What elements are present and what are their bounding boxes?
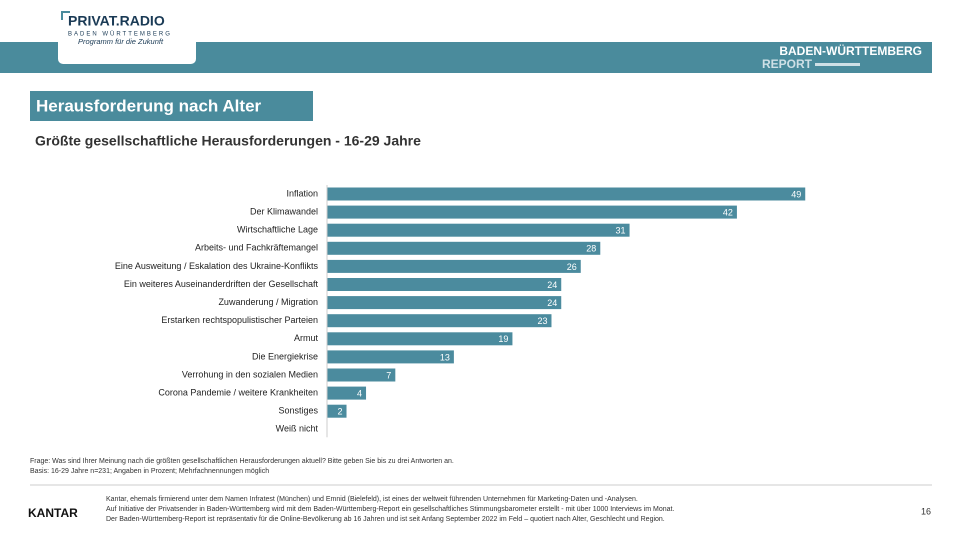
report-subtitle: REPORT bbox=[762, 57, 813, 71]
bar bbox=[327, 350, 454, 364]
category-label: Sonstiges bbox=[278, 406, 318, 416]
value-label: 42 bbox=[723, 207, 733, 217]
bar bbox=[327, 187, 806, 201]
brand: KANTAR bbox=[28, 506, 78, 520]
bar bbox=[327, 332, 513, 346]
bar bbox=[327, 296, 562, 310]
value-label: 28 bbox=[586, 244, 596, 254]
bar bbox=[327, 223, 630, 237]
logo-region: BADEN WÜRTTEMBERG bbox=[68, 31, 172, 38]
footer-note: Der Baden-Württemberg-Report ist repräse… bbox=[106, 516, 665, 523]
bar bbox=[327, 278, 562, 291]
page-number: 16 bbox=[921, 506, 931, 516]
bar bbox=[327, 314, 552, 328]
category-label: Wirtschaftliche Lage bbox=[237, 225, 318, 235]
category-label: Weiß nicht bbox=[276, 424, 319, 434]
footer-note: Auf Initiative der Privatsender in Baden… bbox=[106, 506, 674, 513]
report-title: BADEN-WÜRTTEMBERG bbox=[779, 43, 922, 58]
category-label: Armut bbox=[294, 333, 319, 343]
value-label: 13 bbox=[440, 352, 450, 362]
bar bbox=[327, 404, 347, 418]
title-box bbox=[30, 91, 313, 121]
footer-note: Kantar, ehemals firmierend unter dem Nam… bbox=[106, 496, 638, 503]
logo-title: PRIVAT.RADIO bbox=[68, 13, 165, 29]
category-label: Arbeits- und Fachkräftemangel bbox=[195, 243, 318, 253]
base-note: Basis: 16-29 Jahre n=231; Angaben in Pro… bbox=[30, 468, 269, 475]
category-label: Erstarken rechtspopulistischer Parteien bbox=[161, 315, 318, 325]
category-label: Inflation bbox=[286, 188, 318, 198]
value-label: 24 bbox=[547, 280, 557, 290]
value-label: 4 bbox=[357, 388, 362, 398]
question-note: Frage: Was sind Ihrer Meinung nach die g… bbox=[30, 458, 454, 465]
category-label: Eine Ausweitung / Eskalation des Ukraine… bbox=[115, 261, 319, 271]
category-label: Zuwanderung / Migration bbox=[218, 297, 318, 307]
value-label: 2 bbox=[338, 407, 343, 417]
value-label: 26 bbox=[567, 262, 577, 272]
bar bbox=[327, 205, 737, 219]
chart-title: Herausforderung nach Alter bbox=[36, 96, 262, 115]
logo-slogan: Programm für die Zukunft bbox=[78, 37, 164, 46]
value-label: 19 bbox=[498, 334, 508, 344]
logo-box bbox=[58, 8, 196, 64]
value-label: 31 bbox=[616, 226, 626, 236]
value-label: 23 bbox=[537, 316, 547, 326]
category-label: Die Energiekrise bbox=[252, 351, 318, 361]
value-label: 24 bbox=[547, 298, 557, 308]
report-rule bbox=[815, 63, 860, 66]
category-label: Der Klimawandel bbox=[250, 206, 318, 216]
bar bbox=[327, 368, 396, 382]
bar bbox=[327, 241, 601, 255]
logo-corner bbox=[61, 11, 70, 20]
category-label: Verrohung in den sozialen Medien bbox=[182, 369, 318, 379]
bar bbox=[327, 386, 367, 400]
value-label: 49 bbox=[791, 189, 801, 199]
chart-subtitle: Größte gesellschaftliche Herausforderung… bbox=[35, 133, 421, 149]
bar bbox=[327, 259, 581, 273]
category-label: Ein weiteres Auseinanderdriften der Gese… bbox=[124, 279, 319, 289]
value-label: 7 bbox=[386, 370, 391, 380]
category-label: Corona Pandemie / weitere Krankheiten bbox=[158, 387, 318, 397]
